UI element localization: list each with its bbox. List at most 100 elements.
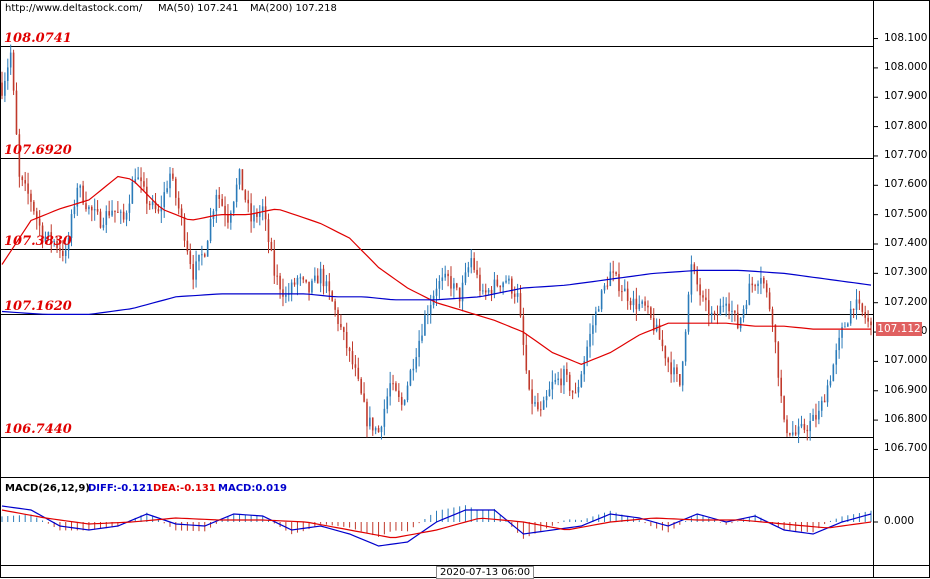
candle-body — [325, 281, 328, 287]
candle-body — [328, 281, 331, 292]
candle-body — [841, 327, 843, 338]
candle-body — [232, 201, 235, 213]
candle-body — [241, 169, 244, 191]
candle-body — [635, 298, 638, 310]
candle-body — [577, 386, 580, 393]
candle-body — [143, 181, 145, 187]
candle-body — [771, 309, 774, 325]
candle-body — [316, 275, 319, 284]
candle-body — [90, 206, 93, 211]
candle-body — [308, 281, 310, 293]
candle-body — [235, 184, 238, 202]
candle-body — [679, 374, 681, 386]
price-tick-label: 107.400 — [884, 237, 928, 249]
candle-body — [296, 277, 299, 285]
candle-body — [595, 311, 597, 326]
candle-body — [250, 203, 252, 222]
price-tick-label: 107.300 — [884, 266, 928, 279]
candle-body — [487, 289, 490, 293]
candle-body — [513, 293, 516, 297]
candle-body — [597, 309, 600, 312]
candle-body — [62, 250, 64, 256]
ma50-label: MA(50) 107.241 — [158, 3, 239, 14]
candle-body — [731, 310, 733, 312]
candle-body — [531, 389, 533, 404]
candle-body — [282, 289, 284, 297]
candle-body — [360, 378, 362, 394]
candle-body — [189, 251, 192, 265]
candle-body — [299, 277, 302, 279]
candle-body — [838, 337, 840, 351]
candle-body — [59, 247, 61, 251]
candle-body — [707, 300, 710, 316]
candle-body — [47, 232, 50, 237]
site-url[interactable]: http://www.deltastock.com/ — [5, 3, 143, 14]
candle-body — [699, 284, 701, 296]
candle-body — [493, 279, 496, 294]
candle-body — [108, 211, 110, 216]
candle-body — [673, 367, 675, 375]
candle-body — [537, 402, 539, 410]
macd-diff-line — [1, 505, 872, 547]
candle-body — [806, 429, 809, 432]
candle-body — [783, 396, 785, 420]
candle-body — [369, 417, 371, 427]
price-tick-label: 107.800 — [884, 119, 928, 132]
candle-body — [786, 419, 788, 434]
candle-body — [290, 282, 293, 294]
candle-body — [53, 240, 55, 242]
macd-value: MACD:0.019 — [218, 483, 287, 494]
candle-body — [652, 317, 655, 331]
candle-body — [183, 216, 186, 241]
level-label: 108.0741 — [4, 30, 72, 46]
candle-body — [374, 428, 377, 431]
candle-body — [169, 173, 171, 189]
candle-body — [386, 396, 389, 409]
candle-body — [592, 325, 594, 334]
candle-body — [212, 211, 215, 219]
candle-body — [406, 385, 409, 400]
candle-body — [18, 134, 21, 177]
candle-body — [70, 214, 73, 238]
candle-body — [293, 282, 296, 285]
candle-body — [314, 275, 316, 281]
candle-body — [421, 335, 423, 341]
candle-body — [175, 178, 177, 198]
candle-body — [409, 370, 412, 386]
candle-body — [650, 307, 652, 318]
candle-body — [710, 312, 713, 316]
candle-body — [812, 414, 814, 421]
candle-body — [351, 351, 354, 365]
candle-body — [583, 361, 586, 375]
candle-body — [508, 278, 510, 281]
candle-body — [461, 282, 464, 302]
candle-body — [192, 264, 194, 280]
candle-body — [589, 333, 591, 347]
candle-body — [791, 432, 794, 435]
candle-body — [224, 205, 226, 215]
candle-body — [511, 278, 513, 294]
candle-body — [757, 283, 759, 287]
candle-body — [820, 400, 823, 411]
candle-body — [267, 219, 270, 242]
candle-body — [676, 367, 678, 375]
candle-body — [79, 185, 82, 188]
candle-body — [641, 301, 643, 304]
candle-body — [105, 211, 108, 225]
candle-body — [545, 396, 548, 401]
candle-body — [122, 211, 125, 220]
candle-body — [638, 303, 641, 310]
candle-body — [748, 283, 751, 305]
candle-body — [719, 305, 722, 316]
candle-body — [490, 289, 493, 294]
candle-body — [447, 273, 449, 277]
candle-body — [444, 273, 446, 278]
candle-body — [739, 317, 742, 329]
candle-body — [554, 380, 557, 382]
candle-body — [27, 183, 29, 194]
candle-body — [476, 269, 478, 275]
candle-body — [484, 290, 487, 293]
candle-body — [606, 285, 609, 287]
candle-body — [467, 267, 470, 273]
candle-body — [305, 279, 307, 282]
